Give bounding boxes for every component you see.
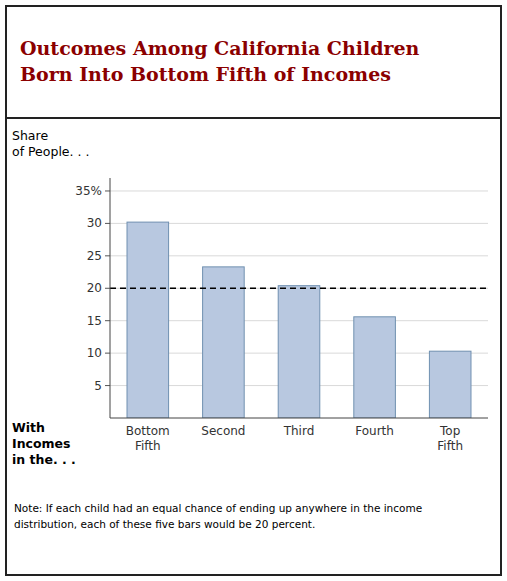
y-tick-label: 20 [87,281,102,295]
y-tick-label: 15 [87,314,102,328]
outer-border [6,6,501,575]
y-tick-label: 30 [87,216,102,230]
y-tick [105,288,110,289]
bar [127,222,169,418]
chart: Outcomes Among California ChildrenBorn I… [0,0,507,581]
x-axis-label: WithIncomesin the. . . [12,420,76,467]
bars [127,222,471,418]
x-tick-label: BottomFifth [126,424,170,453]
reference-line [110,288,488,290]
note: Note: If each child had an equal chance … [14,502,422,530]
bar [354,317,396,418]
y-axis-line [110,178,111,418]
x-tick-label: Fourth [355,424,394,438]
y-tick-label: 25 [87,249,102,263]
grid-line [110,190,488,191]
x-tick-label: TopFifth [437,424,463,453]
title: Outcomes Among California ChildrenBorn I… [20,37,420,85]
bar [278,286,320,418]
y-tick-label: 35% [75,184,102,198]
bar [429,351,471,418]
x-tick-label: Second [201,424,245,438]
x-tick-label: Third [283,424,315,438]
y-tick [105,223,110,224]
y-tick [105,353,110,354]
x-axis-line [110,418,488,419]
y-tick-label: 10 [87,346,102,360]
y-axis-label: Shareof People. . . [12,128,89,159]
y-tick [105,320,110,321]
y-tick [105,385,110,386]
title-separator [6,117,501,119]
y-tick [105,190,110,191]
y-tick-label: 5 [94,379,102,393]
y-tick [105,255,110,256]
bar [203,267,245,418]
